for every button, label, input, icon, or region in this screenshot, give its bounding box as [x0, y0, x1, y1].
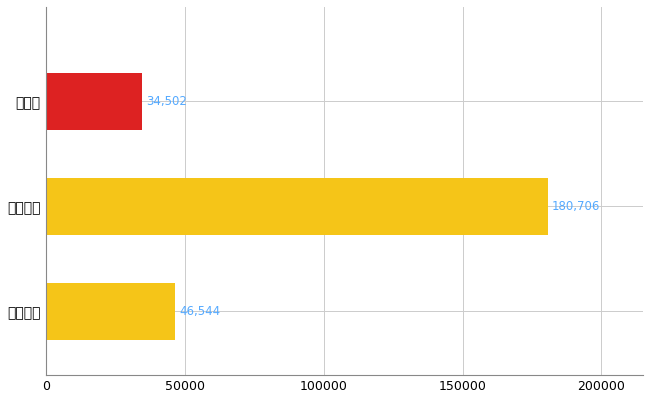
Text: 34,502: 34,502	[146, 95, 187, 108]
Text: 180,706: 180,706	[552, 200, 601, 213]
Bar	[46, 72, 142, 130]
Bar	[46, 283, 176, 340]
Text: 46,544: 46,544	[179, 305, 220, 318]
Bar	[46, 178, 548, 235]
